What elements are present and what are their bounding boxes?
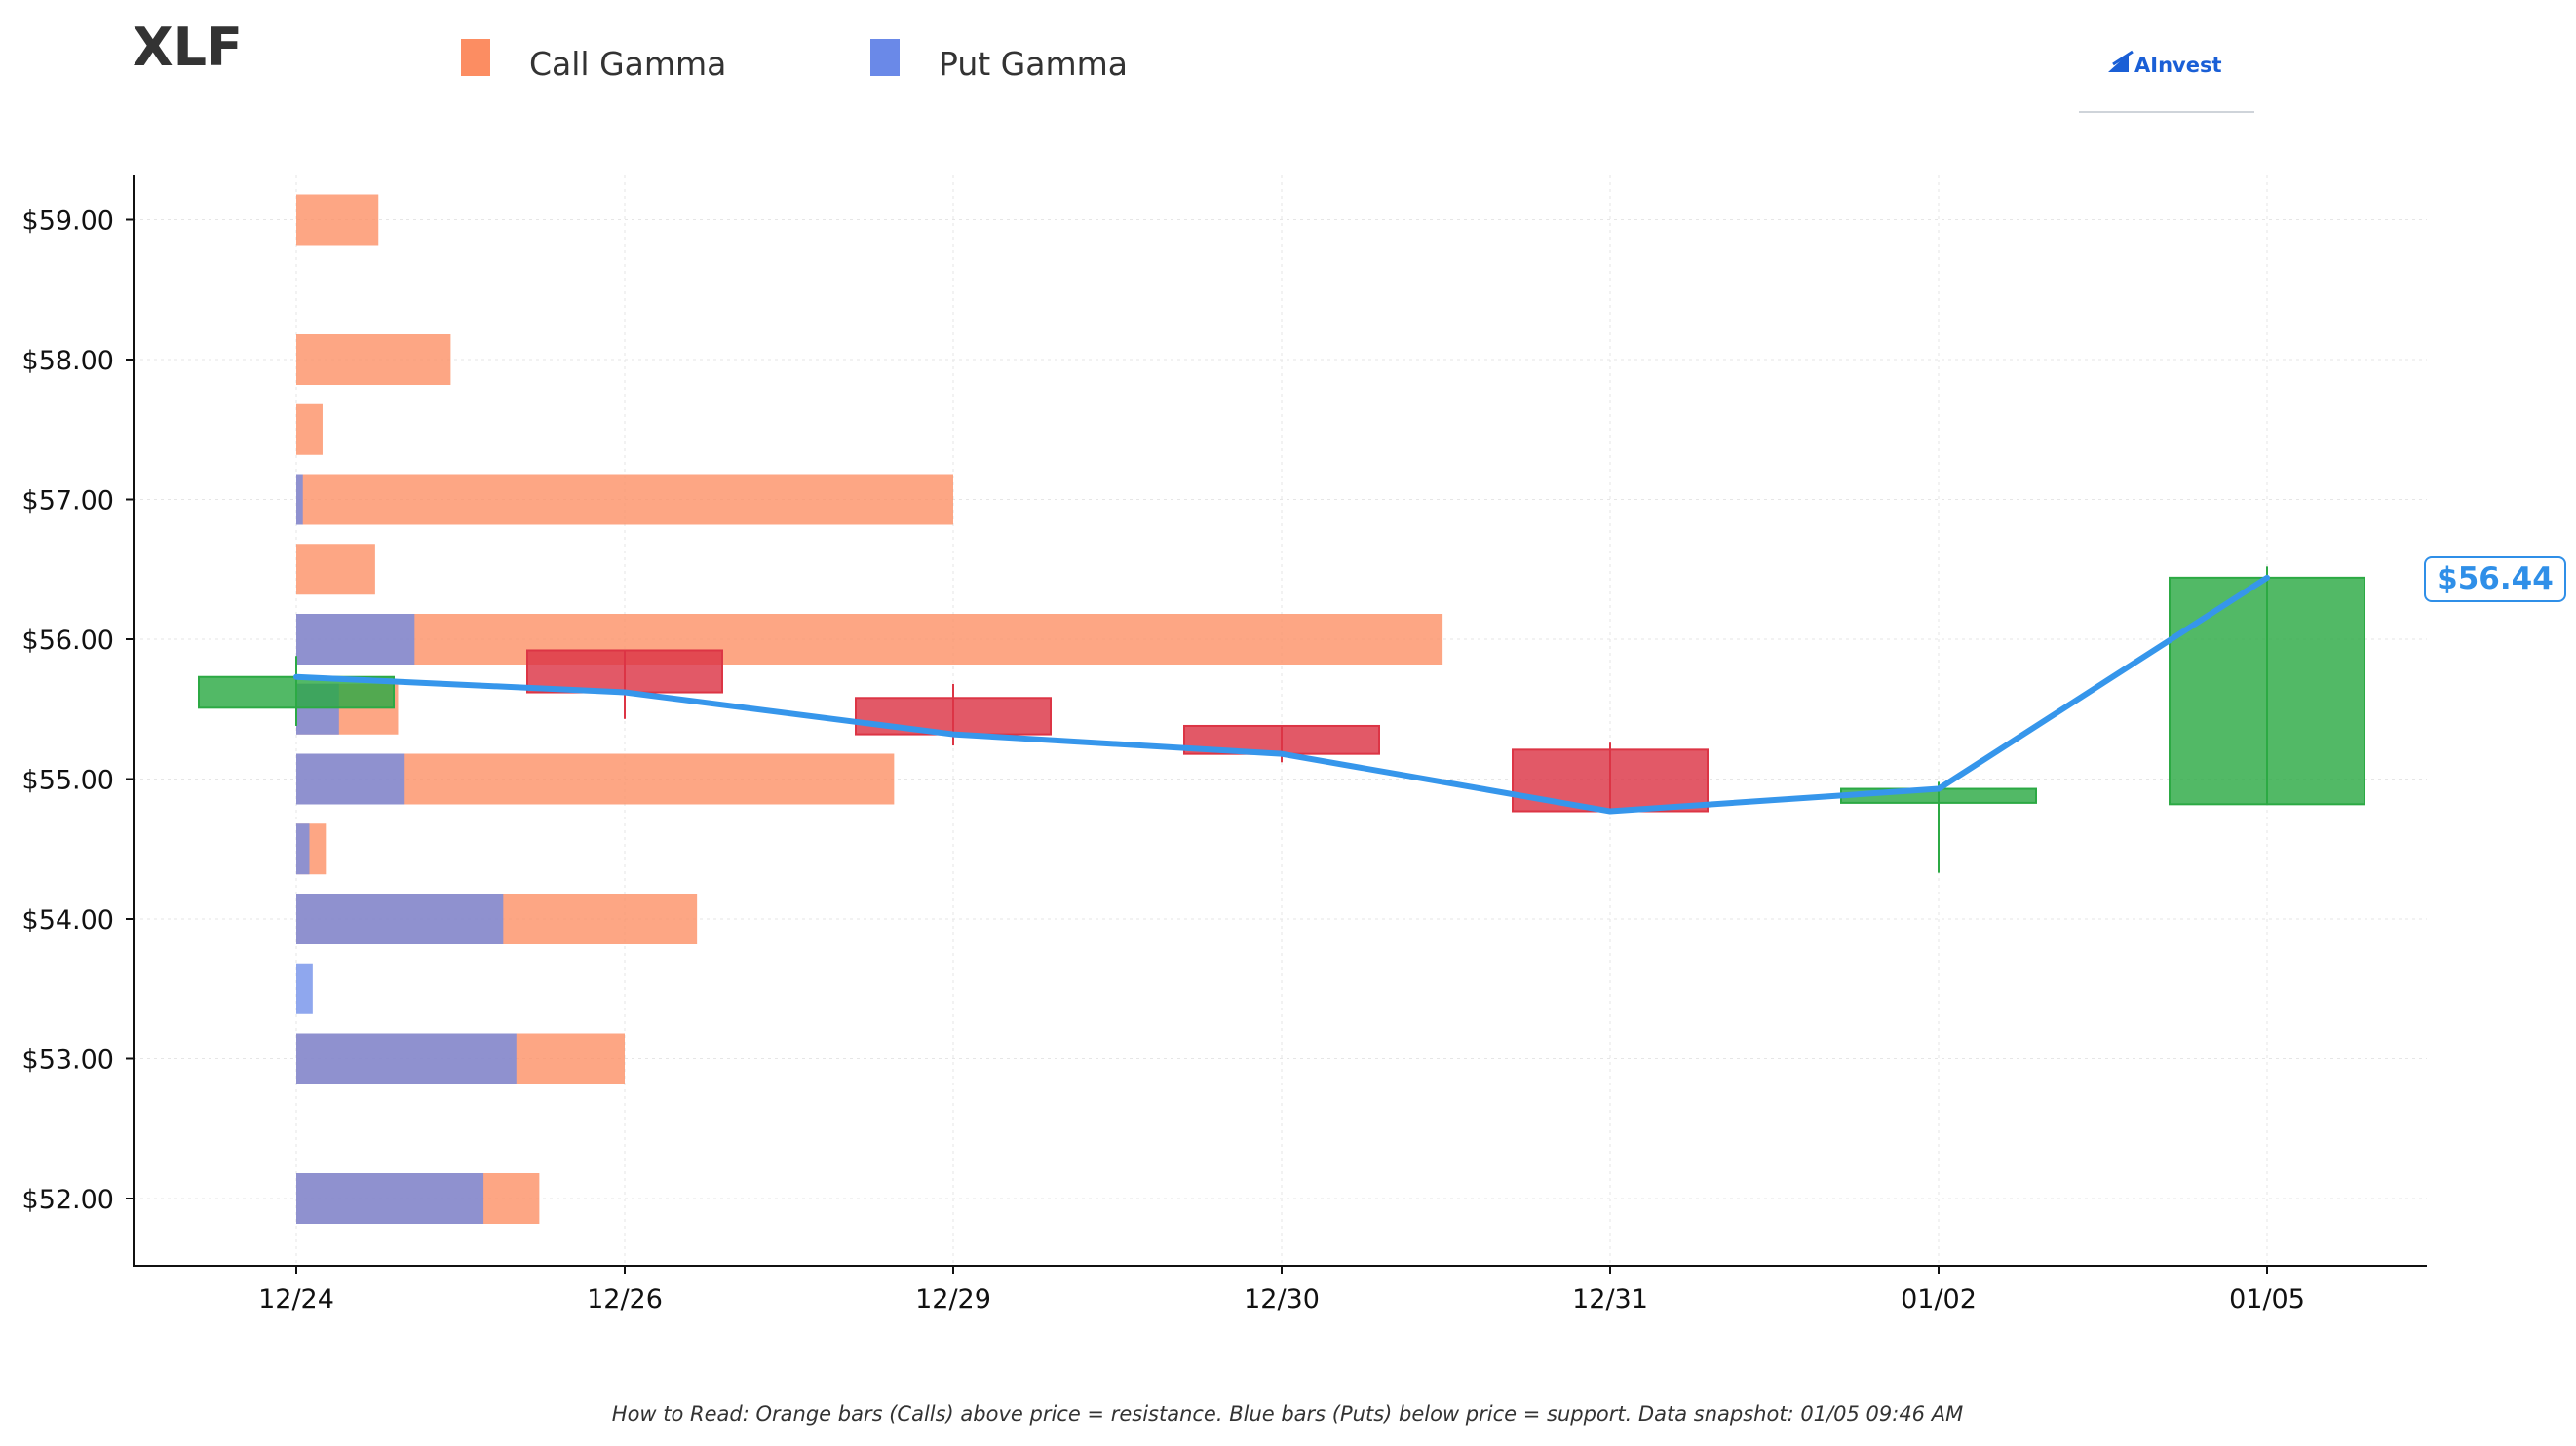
call-gamma-bar-59 [296,194,379,246]
put-gamma-bar-53-5 [296,963,313,1014]
x-tick-label-12-24: 12/24 [258,1284,334,1314]
legend-label-put-gamma: Put Gamma [939,45,1128,83]
candle-body-12-29 [855,697,1052,736]
last-price-label: $56.44 [2437,561,2554,596]
close-price-line [293,574,2270,815]
y-tick-label-52-00: $52.00 [22,1185,114,1215]
last-price-badge: $56.44 [2424,556,2566,602]
put-gamma-bar-54 [296,894,504,944]
put-gamma-bar-53 [296,1033,517,1084]
y-tick-label-54-00: $54.00 [22,905,114,935]
brand-name: AInvest [2134,54,2222,77]
x-tick-label-12-31: 12/31 [1572,1284,1648,1314]
close-price-line-group [293,574,2270,815]
put-gamma-bar-55 [296,753,405,805]
axes [133,175,2427,1267]
call-gamma-bar-56 [296,614,1443,665]
brand-logo: AInvest [2079,50,2254,113]
chart-title: XLF [133,17,243,78]
x-tick-label-12-29: 12/29 [915,1284,991,1314]
call-gamma-bar-57 [296,474,953,525]
brand-chart-icon [2108,50,2134,72]
y-tick-label-58-00: $58.00 [22,346,114,376]
legend-swatch-call-gamma [461,39,490,76]
footnote: How to Read: Orange bars (Calls) above p… [612,1402,1963,1426]
call-gamma-bar-57-5 [296,403,323,455]
candle-body-01-05 [2169,576,2365,806]
last-price-badge-box [2424,556,2566,602]
y-axis-ticks: $52.00 $53.00 $54.00 $55.00 $56.00 $57.00 $58.… [22,207,134,1215]
x-tick-label-12-26: 12/26 [587,1284,663,1314]
y-tick-label-55-00: $55.00 [22,766,114,796]
candle-body-12-26 [526,649,723,694]
put-gamma-bar-52 [296,1173,484,1224]
call-gamma-bar-58 [296,334,451,385]
x-tick-label-12-30: 12/30 [1244,1284,1320,1314]
y-tick-label-56-00: $56.00 [22,626,114,656]
gamma-bars [296,194,1443,1224]
x-tick-label-01-02: 01/02 [1901,1284,1977,1314]
x-tick-label-01-05: 01/05 [2229,1284,2305,1314]
put-gamma-bar-54-5 [296,823,310,875]
legend: Call Gamma Put Gamma [461,39,1128,83]
legend-label-call-gamma: Call Gamma [529,45,726,83]
call-gamma-bar-56-5 [296,544,375,595]
put-gamma-bar-56 [296,614,415,665]
y-tick-label-53-00: $53.00 [22,1046,114,1076]
legend-swatch-put-gamma [870,39,900,76]
y-tick-label-59-00: $59.00 [22,207,114,237]
x-axis-ticks: 12/24 12/26 12/29 12/30 12/31 01/02 01/05 [258,1266,2305,1314]
gridlines [134,175,2427,1266]
put-gamma-bar-57 [296,474,303,525]
y-tick-label-57-00: $57.00 [22,486,114,516]
